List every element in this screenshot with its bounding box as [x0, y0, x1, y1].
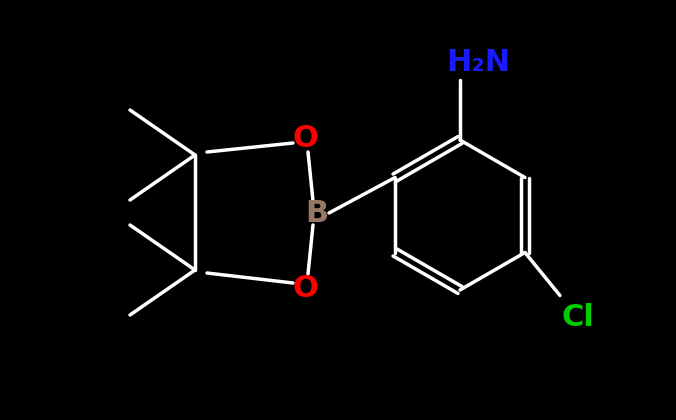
Text: B: B — [306, 199, 329, 228]
Text: O: O — [292, 273, 318, 302]
Text: H₂N: H₂N — [446, 47, 510, 76]
Text: Cl: Cl — [562, 303, 594, 332]
Text: O: O — [292, 123, 318, 152]
